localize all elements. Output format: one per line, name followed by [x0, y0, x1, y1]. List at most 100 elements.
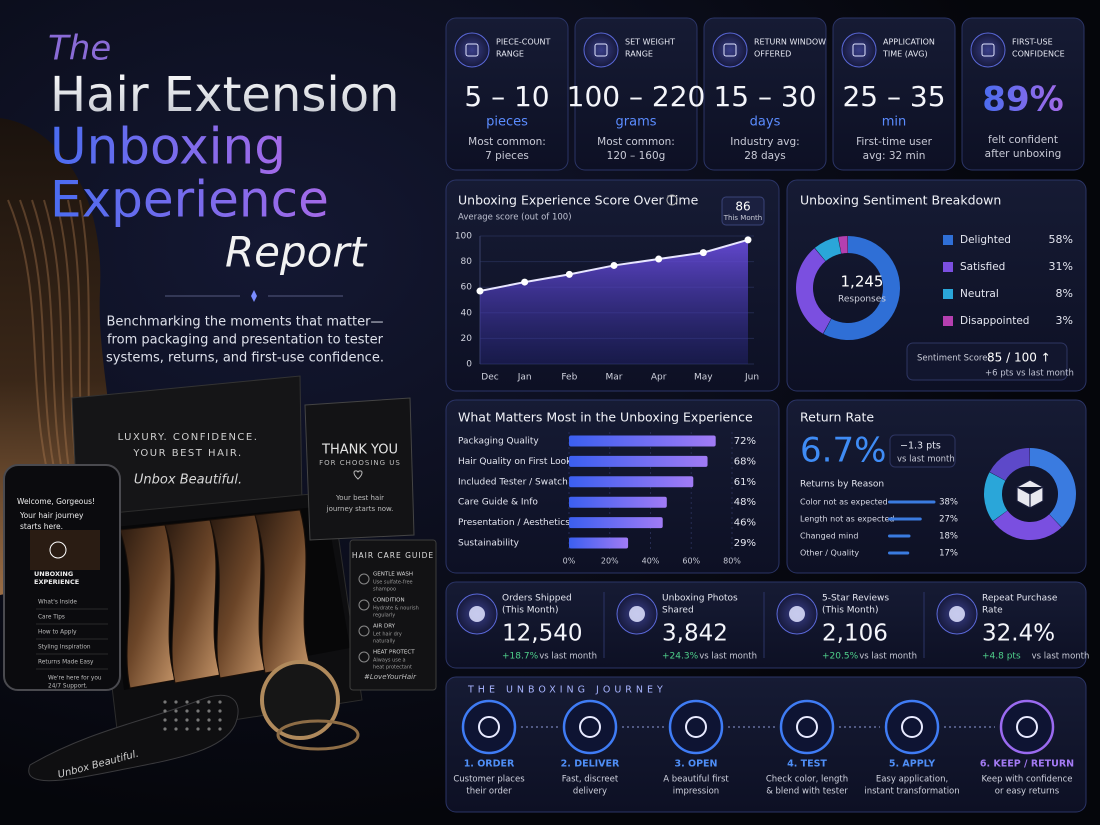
phone-text: Welcome, Gorgeous! — [17, 497, 95, 506]
point — [610, 261, 618, 269]
guide-text: Always use a — [373, 658, 406, 664]
journey-glyph — [901, 716, 923, 738]
bristle — [218, 718, 222, 722]
score-box — [906, 342, 1068, 381]
phone-text: EXPERIENCE — [34, 578, 79, 586]
donut-slice — [814, 237, 842, 262]
stat-label: Shared — [662, 606, 694, 616]
bar-label: Color not as expected — [800, 498, 888, 507]
badge-value: 86 — [735, 200, 750, 214]
kpi-label: SET WEIGHT — [625, 38, 675, 47]
bar — [569, 537, 629, 549]
change-note: vs last month — [897, 455, 955, 465]
guide-icon — [358, 573, 370, 585]
card-text: journey starts now. — [326, 505, 394, 513]
kpi-icon — [841, 32, 877, 68]
donut-slice — [993, 510, 1062, 541]
guide-item: HEAT PROTECT — [373, 650, 415, 656]
journey-icon — [461, 699, 517, 755]
x-tick-label: 60% — [682, 557, 700, 566]
bar-label: Included Tester / Swatch — [458, 477, 568, 487]
value-label: 3% — [1056, 314, 1073, 327]
stat-value: 2,106 — [822, 621, 888, 647]
stat-note: vs last month — [859, 652, 917, 662]
legend-swatch — [943, 262, 953, 272]
bristle — [207, 727, 211, 731]
value-label: 29% — [734, 538, 756, 549]
bristle — [207, 700, 211, 704]
kpi-label: CONFIDENCE — [1012, 50, 1065, 59]
thank-you-card — [304, 397, 415, 541]
value-label: 72% — [734, 436, 756, 447]
journey-glyph — [478, 716, 500, 738]
x-tick-label: 40% — [642, 557, 660, 566]
bar — [888, 534, 911, 538]
title: Unboxing — [50, 118, 286, 176]
kpi-icon-glyph — [465, 43, 479, 57]
stat-change: +18.7% — [502, 652, 539, 662]
bar — [888, 517, 922, 521]
point — [521, 278, 529, 286]
kpi-label: RETURN WINDOW — [754, 38, 826, 47]
badge-label: This Month — [723, 214, 762, 222]
kpi-value: 100 – 220 — [567, 80, 706, 113]
journey-icon — [562, 699, 618, 755]
legend-swatch — [943, 235, 953, 245]
mirror-lid — [276, 719, 360, 751]
description: systems, returns, and first-use confiden… — [106, 351, 384, 366]
y-tick-label: 40 — [461, 308, 473, 318]
stat-note: vs last month — [539, 652, 597, 662]
description: Benchmarking the moments that matter— — [107, 315, 384, 330]
phone-text: UNBOXING — [34, 570, 73, 578]
score-label: Sentiment Score: — [917, 354, 990, 364]
panel — [445, 581, 1087, 669]
stat-value: 12,540 — [502, 621, 582, 647]
bristle — [163, 718, 167, 722]
bristle — [174, 718, 178, 722]
chart-title: Unboxing Sentiment Breakdown — [800, 193, 1001, 208]
bar — [888, 500, 936, 504]
guide-card — [349, 539, 437, 691]
kpi-note: Industry avg: — [730, 136, 799, 148]
journey-text: & blend with tester — [766, 787, 848, 797]
bar — [888, 551, 910, 555]
kpi-label: RANGE — [496, 50, 524, 59]
kpi-icon-glyph — [594, 43, 608, 57]
kpi-icon — [970, 32, 1006, 68]
journey-text: Check color, length — [766, 775, 848, 785]
stat-change: +4.8 pts — [982, 652, 1021, 662]
description: from packaging and presentation to teste… — [107, 333, 384, 348]
kpi-value: 25 – 35 — [842, 80, 945, 113]
bristle — [174, 727, 178, 731]
kpi-icon-glyph — [723, 43, 737, 57]
legend-label: Satisfied — [960, 261, 1005, 273]
journey-text: instant transformation — [864, 787, 959, 797]
value-label: 48% — [734, 497, 756, 508]
kpi-unit: grams — [616, 115, 657, 130]
x-tick-label: 20% — [601, 557, 619, 566]
guide-text: Let hair dry — [373, 632, 402, 638]
bristle — [174, 709, 178, 713]
guide-item: AIR DRY — [373, 624, 396, 630]
bristle — [185, 700, 189, 704]
journey-text: Customer places — [453, 775, 525, 785]
kpi-label: OFFERED — [754, 50, 791, 59]
kpi-icon — [454, 32, 490, 68]
legend-label: Delighted — [960, 234, 1011, 246]
kpi-note: 120 – 160g — [607, 150, 666, 162]
x-tick-label: 0% — [563, 557, 576, 566]
stat-label: Rate — [982, 606, 1003, 616]
journey-icon — [884, 699, 940, 755]
donut-slice — [838, 236, 848, 254]
point — [699, 249, 707, 257]
legend-swatch — [943, 316, 953, 326]
journey-glyph — [796, 716, 818, 738]
kpi-note: Most common: — [597, 136, 675, 148]
stat-change: +20.5% — [822, 652, 859, 662]
phone-text: starts here. — [20, 522, 63, 531]
stat-value: 3,842 — [662, 621, 728, 647]
y-tick-label: 60 — [461, 283, 473, 293]
bar-label: Care Guide & Info — [458, 498, 538, 508]
value-label: 8% — [1056, 287, 1073, 300]
